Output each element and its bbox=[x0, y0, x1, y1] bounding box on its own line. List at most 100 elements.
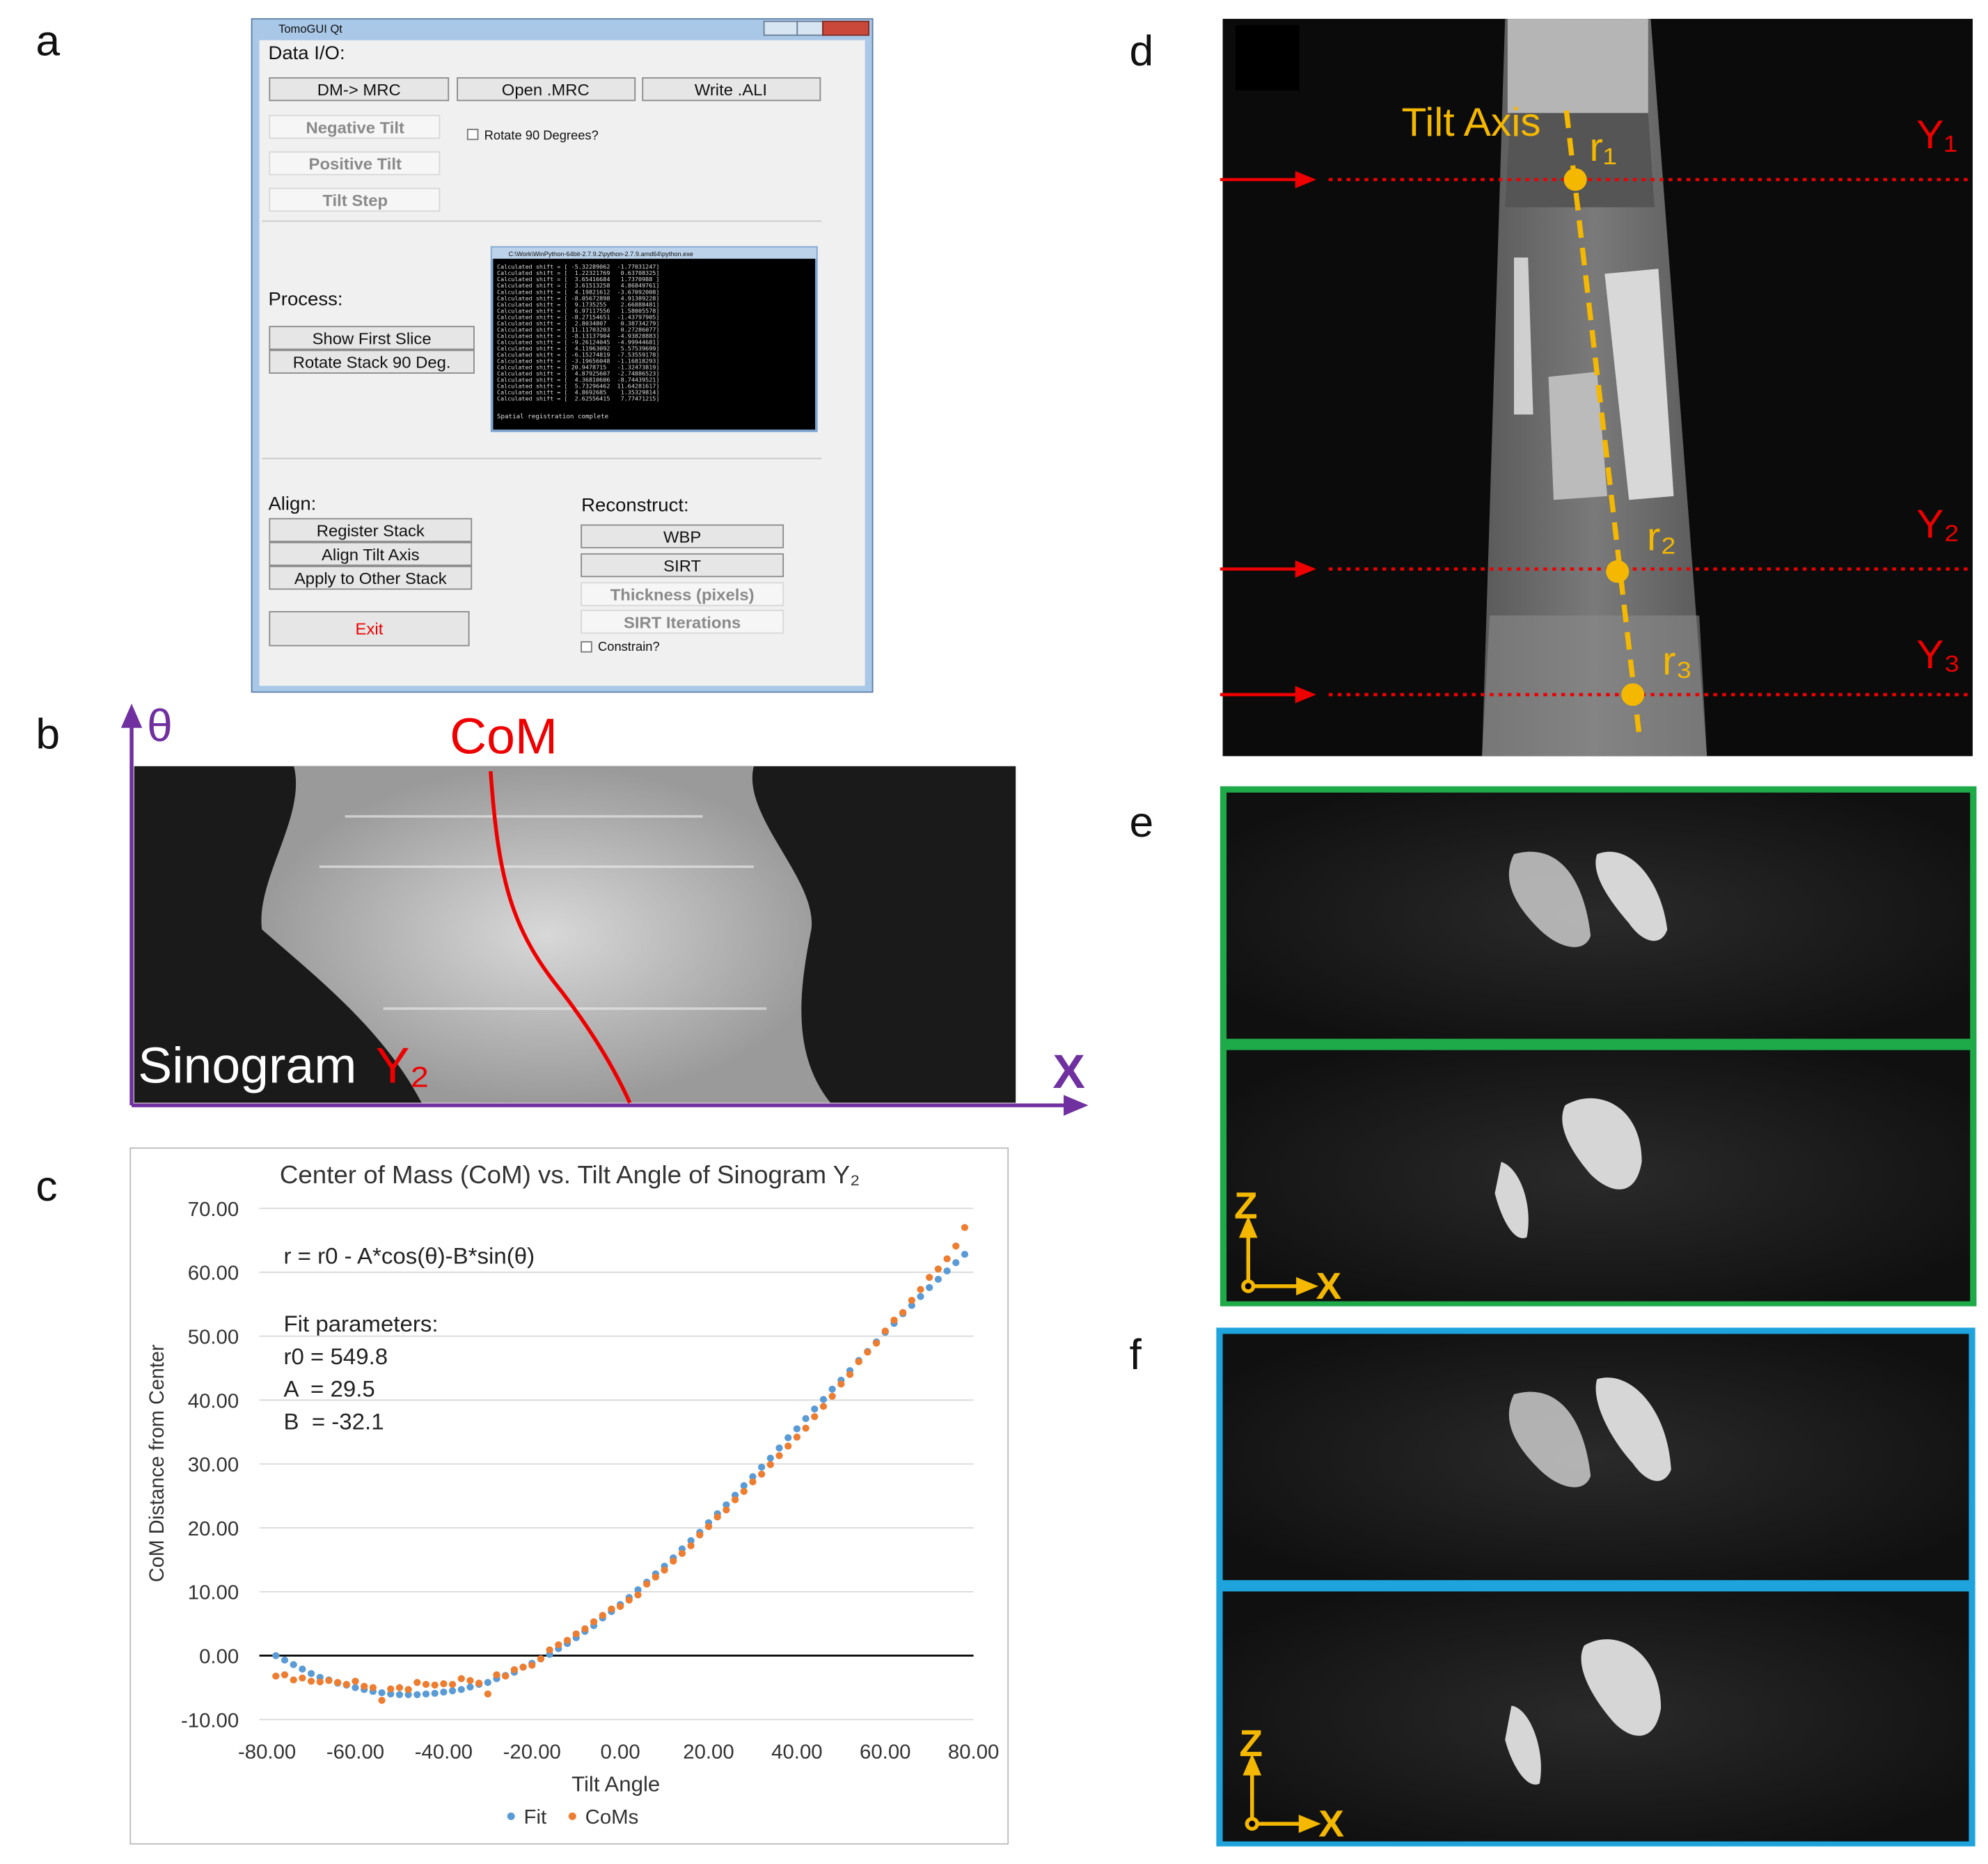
data-point bbox=[440, 1689, 447, 1696]
data-point bbox=[590, 1618, 597, 1625]
data-point bbox=[281, 1657, 288, 1664]
button[interactable]: Exit bbox=[356, 620, 384, 638]
y-tick-label: 10.00 bbox=[188, 1582, 239, 1604]
data-point bbox=[458, 1686, 465, 1693]
panel-label: e bbox=[1130, 798, 1154, 846]
axis-label: X bbox=[1316, 1265, 1342, 1306]
window-title: TomoGUI Qt bbox=[278, 23, 342, 35]
data-point bbox=[670, 1558, 677, 1565]
button[interactable]: SIRT bbox=[663, 558, 701, 576]
button[interactable]: Show First Slice bbox=[313, 331, 432, 349]
y-tick-label: 40.00 bbox=[188, 1390, 239, 1412]
data-point bbox=[299, 1675, 306, 1682]
data-point bbox=[714, 1513, 721, 1520]
data-point bbox=[378, 1689, 385, 1696]
data-point bbox=[396, 1684, 403, 1691]
data-point bbox=[449, 1681, 456, 1688]
text-field[interactable]: Thickness (pixels) bbox=[610, 587, 755, 605]
data-point bbox=[272, 1673, 279, 1680]
data-point bbox=[794, 1425, 800, 1432]
data-point bbox=[828, 1386, 835, 1393]
data-point bbox=[370, 1684, 377, 1691]
data-point bbox=[484, 1679, 491, 1686]
data-point bbox=[537, 1655, 544, 1662]
data-point bbox=[784, 1442, 791, 1449]
data-point bbox=[352, 1677, 358, 1684]
data-point bbox=[882, 1327, 889, 1334]
data-point bbox=[837, 1380, 844, 1387]
console-line: Spatial registration complete bbox=[497, 413, 608, 420]
button[interactable]: Register Stack bbox=[317, 523, 425, 541]
data-point bbox=[802, 1415, 809, 1422]
annotation: r0 = 549.8 bbox=[283, 1343, 388, 1369]
text-field[interactable]: Positive Tilt bbox=[309, 156, 402, 174]
data-point bbox=[343, 1681, 350, 1688]
data-point bbox=[519, 1664, 526, 1671]
legend-marker bbox=[569, 1812, 576, 1820]
data-point bbox=[696, 1531, 703, 1538]
button[interactable]: DM-> MRC bbox=[317, 81, 401, 100]
data-point bbox=[643, 1581, 650, 1588]
data-point bbox=[935, 1276, 942, 1283]
data-point bbox=[325, 1677, 332, 1684]
data-point bbox=[961, 1224, 968, 1231]
section-label: Data I/O: bbox=[268, 42, 345, 63]
chart-frame bbox=[130, 1148, 1008, 1844]
button[interactable]: Write .ALI bbox=[695, 81, 767, 100]
data-point bbox=[413, 1691, 420, 1698]
data-point bbox=[935, 1265, 942, 1272]
section-label: Process: bbox=[268, 288, 342, 310]
legend-label: Fit bbox=[524, 1806, 547, 1829]
text-field[interactable]: Negative Tilt bbox=[306, 119, 405, 137]
data-point bbox=[775, 1444, 782, 1451]
data-point bbox=[741, 1488, 748, 1495]
x-tick-label: -60.00 bbox=[326, 1741, 384, 1764]
x-tick-label: 80.00 bbox=[948, 1741, 999, 1764]
data-point bbox=[334, 1679, 341, 1686]
checkbox[interactable] bbox=[468, 129, 478, 139]
data-point bbox=[864, 1349, 871, 1356]
data-point bbox=[466, 1677, 473, 1684]
annotation: Tilt Axis bbox=[1402, 100, 1541, 144]
data-point bbox=[281, 1671, 288, 1678]
figure: a b c d e f TomoGUI Qt Data I/O: DM-> MR… bbox=[0, 0, 1988, 1864]
line-label: Y₁ bbox=[1916, 112, 1957, 157]
text-field[interactable]: SIRT Iterations bbox=[624, 614, 741, 632]
data-point bbox=[299, 1666, 306, 1673]
x-tick-label: 40.00 bbox=[771, 1741, 822, 1764]
reconstruction-e bbox=[1220, 787, 1977, 1306]
y-tick-label: -10.00 bbox=[181, 1710, 239, 1732]
button[interactable]: WBP bbox=[663, 529, 701, 547]
point-label: r₁ bbox=[1589, 125, 1616, 169]
data-point bbox=[458, 1675, 465, 1682]
button[interactable]: Rotate Stack 90 Deg. bbox=[293, 354, 451, 372]
annotation: Fit parameters: bbox=[283, 1311, 438, 1336]
chart-title: Center of Mass (CoM) vs. Tilt Angle of S… bbox=[280, 1160, 860, 1189]
data-point bbox=[899, 1309, 906, 1316]
x-axis-label: Tilt Angle bbox=[571, 1772, 660, 1796]
data-point bbox=[528, 1661, 535, 1668]
button[interactable]: Align Tilt Axis bbox=[322, 546, 420, 564]
data-point bbox=[626, 1597, 633, 1604]
data-point bbox=[387, 1685, 394, 1692]
data-point bbox=[423, 1691, 429, 1698]
y-tick-label: 0.00 bbox=[199, 1646, 239, 1668]
data-point bbox=[608, 1606, 615, 1613]
checkbox[interactable] bbox=[581, 642, 592, 651]
axis-label: θ bbox=[147, 700, 173, 750]
button[interactable]: Open .MRC bbox=[502, 81, 590, 100]
text-field[interactable]: Tilt Step bbox=[322, 192, 388, 210]
data-point bbox=[758, 1464, 765, 1471]
point-label: r₂ bbox=[1647, 514, 1676, 559]
data-point bbox=[502, 1673, 509, 1680]
data-point bbox=[846, 1371, 853, 1378]
data-point bbox=[493, 1671, 500, 1678]
data-point bbox=[732, 1496, 739, 1503]
x-tick-label: 60.00 bbox=[860, 1741, 910, 1764]
gui-window: TomoGUI Qt Data I/O: DM-> MRC Open .MRC … bbox=[252, 19, 873, 692]
axis-label: Z bbox=[1239, 1722, 1263, 1764]
data-point bbox=[617, 1603, 624, 1610]
x-tick-label: -80.00 bbox=[238, 1741, 296, 1764]
button[interactable]: Apply to Other Stack bbox=[294, 570, 447, 588]
data-point bbox=[440, 1680, 447, 1687]
